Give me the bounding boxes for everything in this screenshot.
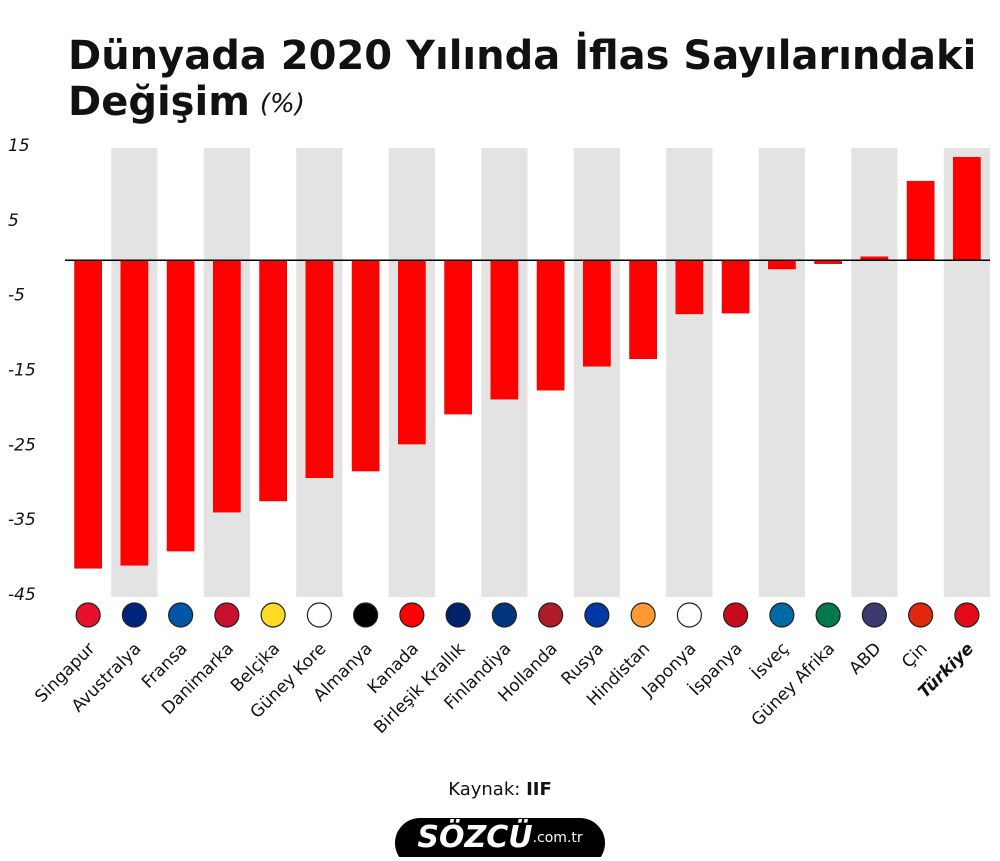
- flag: [908, 602, 934, 628]
- bar: [213, 260, 241, 513]
- chart-title: Dünyada 2020 Yılında İflas Sayılarındaki…: [68, 31, 976, 125]
- band: [666, 148, 713, 597]
- bar: [166, 260, 195, 552]
- bar: [259, 260, 287, 502]
- unit: (%): [260, 89, 305, 119]
- flag: [121, 602, 147, 628]
- y-tick-label: -25: [8, 435, 36, 455]
- bar: [583, 260, 611, 367]
- logo: SÖZCÜ.com.tr: [417, 818, 583, 855]
- bar: [74, 260, 102, 569]
- flag: [491, 602, 517, 628]
- logo-domain: .com.tr: [533, 830, 583, 846]
- flag: [630, 602, 656, 628]
- flag: [214, 602, 240, 628]
- bar: [490, 260, 519, 400]
- band: [851, 148, 898, 597]
- flag: [399, 602, 425, 628]
- bar: [444, 260, 472, 415]
- flag: [861, 602, 887, 628]
- y-tick-label: -35: [8, 510, 36, 530]
- bar: [629, 260, 657, 360]
- bar: [953, 156, 981, 261]
- source-label: Kaynak:: [448, 779, 520, 800]
- flag: [723, 602, 749, 628]
- bar: [351, 260, 380, 472]
- flag: [353, 602, 379, 628]
- logo-name: SÖZCÜ: [417, 818, 532, 855]
- flag: [168, 602, 194, 628]
- bar: [675, 260, 704, 315]
- y-tick-label: -15: [8, 361, 36, 381]
- title-line-2: Değişim: [68, 79, 250, 125]
- x-tick-label: Güney Afrika: [748, 639, 839, 730]
- flag: [445, 602, 471, 628]
- logo-bg: [395, 818, 605, 861]
- bar: [398, 260, 426, 445]
- x-tick-label: ABD: [846, 639, 886, 679]
- x-tick-label: Çin: [898, 639, 931, 672]
- flag: [306, 602, 332, 628]
- source: Kaynak: IIF: [448, 779, 552, 800]
- flag: [815, 602, 841, 628]
- flag: [260, 602, 286, 628]
- flag: [584, 602, 610, 628]
- bar: [120, 260, 149, 566]
- band: [758, 148, 805, 597]
- y-tick-label: 5: [8, 211, 19, 231]
- flag: [954, 602, 980, 628]
- flag: [538, 602, 564, 628]
- bar: [814, 260, 842, 264]
- bar: [906, 180, 935, 261]
- flag: [75, 602, 101, 628]
- source-name: IIF: [526, 779, 552, 800]
- bar: [305, 260, 334, 479]
- y-tick-label: -5: [8, 286, 25, 306]
- y-tick-label: -45: [8, 585, 36, 605]
- band: [573, 148, 620, 597]
- bar: [536, 260, 565, 391]
- y-tick-label: 15: [8, 136, 30, 156]
- bar: [721, 260, 750, 314]
- flag: [676, 602, 702, 628]
- bar: [768, 260, 796, 270]
- bar: [860, 256, 889, 261]
- title-line-1: Dünyada 2020 Yılında İflas Sayılarındaki: [68, 31, 976, 79]
- flag: [769, 602, 795, 628]
